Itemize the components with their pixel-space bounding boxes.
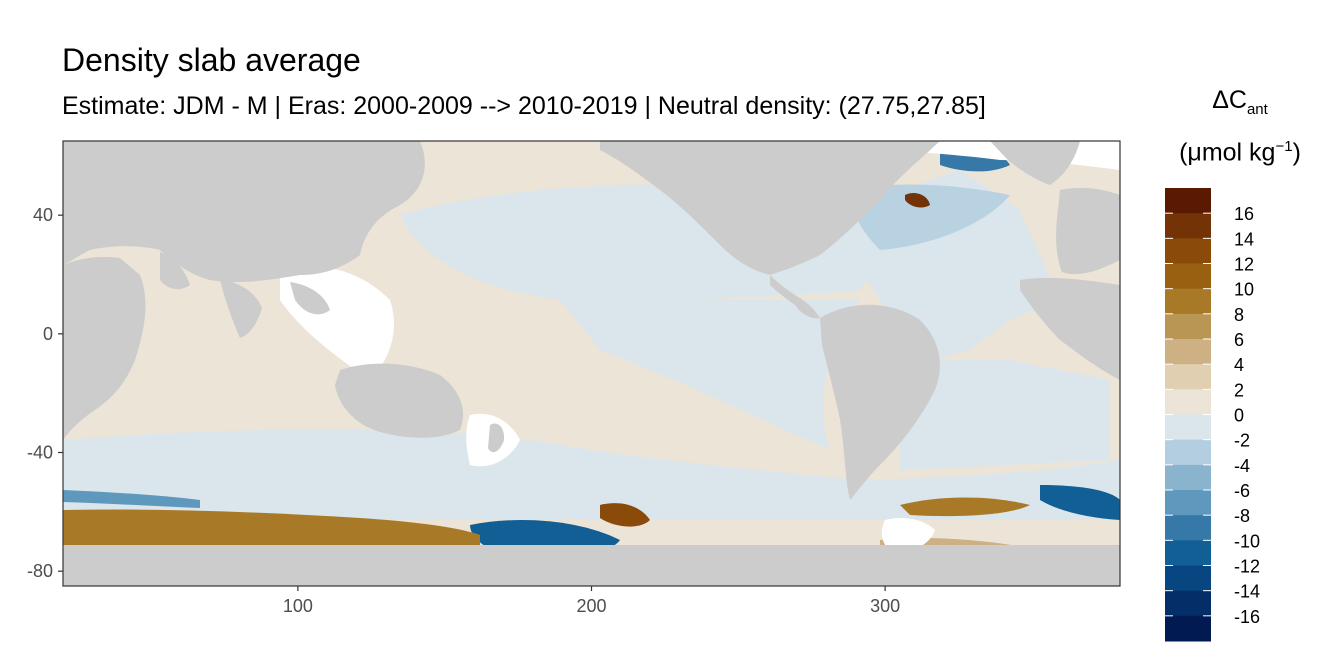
legend-label: -14 [1234, 582, 1260, 602]
land-africa [63, 256, 146, 440]
legend-label: -10 [1234, 531, 1260, 551]
legend-label: -4 [1234, 456, 1250, 476]
brown-patch-weddell [900, 497, 1030, 517]
legend-label: 8 [1234, 305, 1244, 325]
blue-patch-north-atlantic [850, 184, 1010, 250]
x-tick-label: 300 [870, 596, 900, 616]
legend-swatch [1165, 414, 1211, 441]
blue-patch-indian-west [63, 490, 200, 508]
x-tick-label: 100 [283, 596, 313, 616]
legend-unit-sup: −1 [1275, 138, 1293, 155]
land-greenland [990, 141, 1080, 185]
legend-label: 2 [1234, 380, 1244, 400]
x-tick-label: 200 [576, 596, 606, 616]
legend-swatch [1165, 615, 1211, 642]
land-europe [1056, 187, 1120, 275]
legend-label: 0 [1234, 406, 1244, 426]
cool-region-atlantic [770, 170, 1060, 360]
y-tick-label: -80 [27, 561, 53, 581]
legend-swatch [1165, 238, 1211, 264]
cool-region-east-pacific [560, 300, 860, 450]
legend-title-sub: ant [1246, 101, 1268, 118]
legend-swatch [1165, 288, 1211, 315]
missing-data-weddell [881, 518, 935, 553]
legend-unit-close: ) [1292, 138, 1301, 167]
legend-swatch [1165, 263, 1211, 290]
cool-region-south-atlantic [900, 360, 1110, 470]
cool-band-southern-ocean [63, 429, 1120, 520]
legend-label: 6 [1234, 330, 1244, 350]
map-panel [63, 141, 1120, 586]
legend-label: 12 [1234, 255, 1254, 275]
legend-label: -6 [1234, 481, 1250, 501]
land-new-zealand [488, 423, 505, 453]
brown-patch-pacific-south [600, 503, 650, 527]
land-southeast-asia [290, 282, 330, 315]
legend-swatch [1165, 565, 1211, 592]
legend-label: 16 [1234, 204, 1254, 224]
legend-label: -12 [1234, 557, 1260, 577]
legend-swatch [1165, 313, 1211, 340]
legend-label: -2 [1234, 431, 1250, 451]
legend-swatch [1165, 515, 1211, 541]
legend-colorbar: 16 14 12 10 8 6 4 2 0 -2 -4 -6 -8 -10 -12 -14 -16 [1165, 188, 1260, 642]
legend-swatch [1165, 339, 1211, 365]
legend-label: 4 [1234, 355, 1244, 375]
legend-unit-open: (μmol kg [1179, 138, 1276, 167]
land-central-america [770, 275, 820, 319]
plot-subtitle: Estimate: JDM - M | Eras: 2000-2009 --> … [62, 92, 986, 120]
legend-swatch [1165, 389, 1211, 415]
brown-patch-north-atlantic [905, 193, 930, 208]
land-australia [335, 363, 464, 438]
legend-label: 14 [1234, 229, 1254, 249]
y-tick-label: 0 [43, 324, 53, 344]
land-eurasia [63, 141, 425, 283]
land-india [220, 280, 262, 338]
land-west-africa [1020, 277, 1120, 380]
land-arabia [160, 252, 190, 290]
legend-label: -16 [1234, 607, 1260, 627]
brown-band-antarctic-indian [63, 509, 480, 545]
legend-swatch [1165, 540, 1211, 566]
legend-swatch [1165, 188, 1211, 214]
plot-title: Density slab average [62, 42, 361, 78]
blue-patch-weddell-east [1040, 485, 1120, 520]
legend-swatch [1165, 213, 1211, 239]
land-north-america [600, 141, 940, 275]
legend-unit: (μmol kg−1) [1160, 138, 1320, 167]
legend-swatch [1165, 590, 1211, 617]
legend-swatch [1165, 490, 1211, 516]
legend-title-main: ΔC [1212, 86, 1247, 114]
legend-swatch [1165, 364, 1211, 390]
legend-title: ΔCant [1160, 86, 1320, 118]
legend-label: 10 [1234, 280, 1254, 300]
land-antarctica [63, 545, 1120, 586]
land-south-america [820, 304, 940, 500]
legend-swatch [1165, 464, 1211, 491]
y-tick-label: 40 [33, 205, 53, 225]
legend-swatch [1165, 439, 1211, 466]
legend-label: -8 [1234, 506, 1250, 526]
y-tick-label: -40 [27, 443, 53, 463]
